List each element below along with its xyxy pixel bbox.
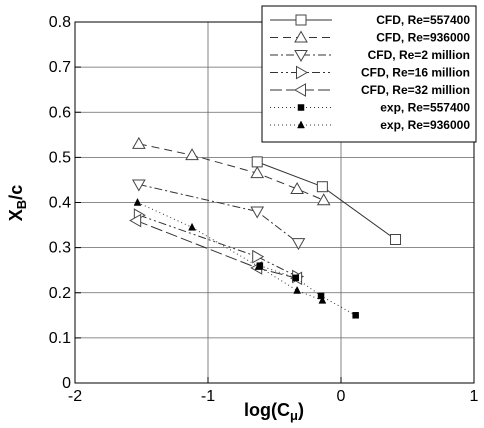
data-point <box>129 213 142 228</box>
data-point <box>352 312 359 319</box>
data-point <box>318 295 327 304</box>
tick-labels: -2 -1 0 1 0 0.1 0.2 0.3 0.4 0.5 0.6 0.7 0.8 <box>49 14 479 405</box>
legend-marker <box>294 50 308 63</box>
legend-label: exp, Re=936000 <box>380 118 470 132</box>
x-tick-label: 1 <box>470 388 479 405</box>
data-point <box>131 136 146 149</box>
data-point <box>131 179 146 192</box>
data-point <box>185 148 199 161</box>
legend-label: CFD, Re=557400 <box>376 13 470 27</box>
legend-marker <box>296 65 309 80</box>
data-point <box>390 234 402 246</box>
legend-marker <box>295 14 307 26</box>
legend-entry: exp, Re=557400 <box>270 101 470 115</box>
data-point <box>291 238 306 251</box>
series-1 <box>131 136 331 206</box>
y-tick-label: 0.8 <box>49 14 71 31</box>
y-tick-label: 0.3 <box>49 240 71 257</box>
legend-marker <box>294 30 308 43</box>
data-point <box>254 262 263 270</box>
y-tick-label: 0.2 <box>49 285 71 302</box>
data-point <box>250 166 265 179</box>
y-tick-label: 0.5 <box>49 149 71 166</box>
x-tick-label: -2 <box>68 388 82 405</box>
y-tick-label: 0.7 <box>49 59 71 76</box>
data-point <box>293 285 302 294</box>
data-point <box>188 222 196 231</box>
y-tick-label: 0.6 <box>49 104 71 121</box>
data-point <box>292 274 300 282</box>
legend-label: exp, Re=557400 <box>380 101 470 115</box>
series-0 <box>251 156 402 246</box>
legend: CFD, Re=557400 CFD, Re=936000 CFD, Re=2 mi… <box>261 5 477 143</box>
x-tick-label: 0 <box>337 388 346 405</box>
legend-marker <box>297 104 305 111</box>
data-point <box>133 197 142 206</box>
legend-entry: exp, Re=936000 <box>270 118 470 132</box>
legend-entry: CFD, Re=2 million <box>270 48 470 63</box>
y-tick-label: 0.1 <box>49 330 71 347</box>
legend-label: CFD, Re=32 million <box>361 83 470 97</box>
legend-marker <box>293 83 306 97</box>
tick-marks <box>74 21 475 384</box>
x-axis-title: log(Cμ) <box>244 400 304 423</box>
data-point <box>316 181 328 193</box>
series-line <box>259 265 356 316</box>
grid <box>75 22 474 383</box>
legend-label: CFD, Re=936000 <box>376 31 470 45</box>
data-point <box>250 206 265 219</box>
legend-entry: CFD, Re=936000 <box>270 30 470 45</box>
data-point <box>290 181 304 194</box>
series-line <box>138 183 299 244</box>
series-group <box>129 136 402 319</box>
y-axis-title: XB/c <box>6 185 29 221</box>
series-6 <box>133 197 327 304</box>
y-tick-label: 0 <box>62 375 71 392</box>
legend-label: CFD, Re=2 million <box>368 48 470 62</box>
legend-entry: CFD, Re=32 million <box>270 83 470 97</box>
data-point <box>251 156 263 168</box>
data-point <box>316 193 331 206</box>
y-tick-label: 0.4 <box>49 195 71 212</box>
x-tick-label: -1 <box>201 388 215 405</box>
series-2 <box>131 179 306 251</box>
legend-label: CFD, Re=16 million <box>361 66 470 80</box>
legend-entry: CFD, Re=557400 <box>270 13 470 27</box>
legend-marker <box>297 120 305 129</box>
legend-entry: CFD, Re=16 million <box>270 66 470 80</box>
data-point <box>252 249 265 264</box>
